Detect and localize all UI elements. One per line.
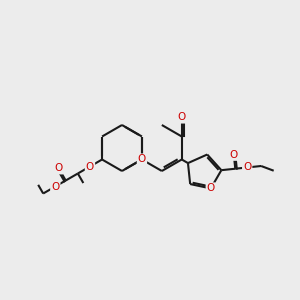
Text: O: O (51, 182, 59, 191)
Text: O: O (86, 161, 94, 172)
Text: O: O (178, 112, 186, 122)
Text: O: O (230, 150, 238, 160)
Text: O: O (243, 163, 251, 172)
Text: O: O (55, 164, 63, 173)
Text: O: O (207, 183, 215, 194)
Text: O: O (138, 154, 146, 164)
